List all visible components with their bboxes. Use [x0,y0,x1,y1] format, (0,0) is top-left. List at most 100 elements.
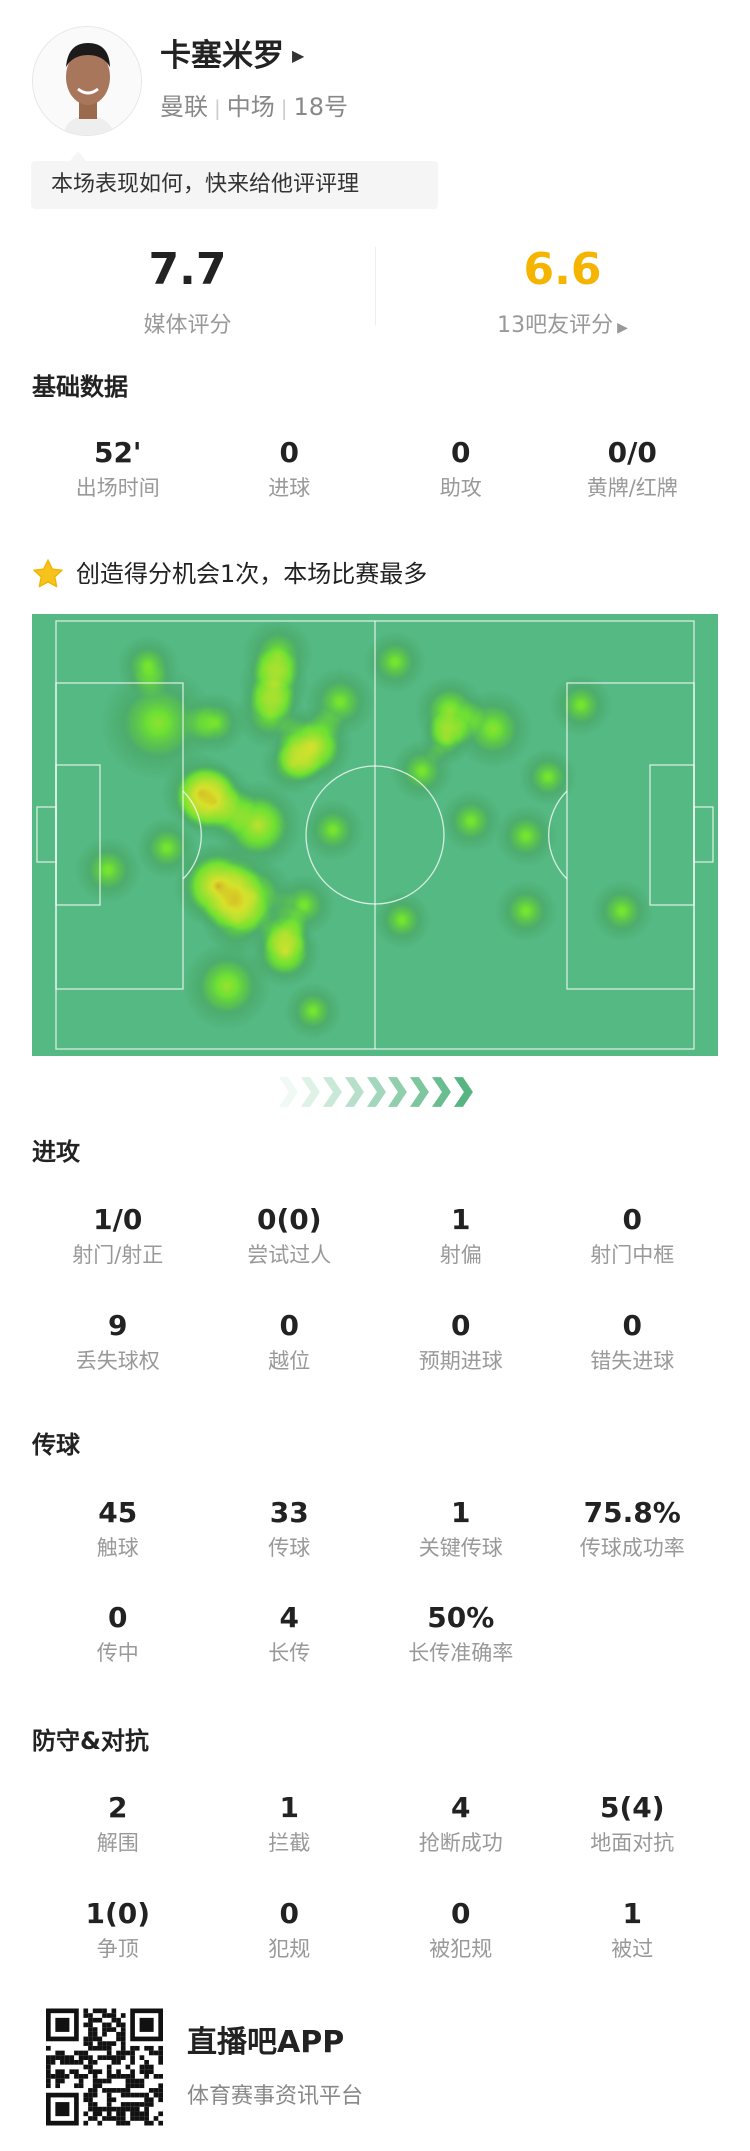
defense-stat: 1 拦截 [204,1791,376,1857]
stat-label: 犯规 [268,1937,311,1961]
stat-label: 出场时间 [75,476,160,500]
passing-stat: 45 触球 [32,1496,204,1562]
basic-stat: 0 助攻 [375,436,547,502]
stat-value: 4 [451,1791,471,1824]
attack-stat: 1 射偏 [375,1203,547,1269]
player-name-link[interactable]: 卡塞米罗 ▶ [160,36,304,76]
stat-value: 0(0) [256,1203,322,1236]
defense-stat: 4 抢断成功 [375,1791,547,1857]
right-penalty-arc [548,790,568,880]
stat-label: 抢断成功 [418,1831,503,1855]
stat-label: 错失进球 [590,1349,675,1373]
rating-divider [375,247,376,325]
left-penalty-arc [182,790,202,880]
stat-label: 地面对抗 [590,1831,675,1855]
highlight: 创造得分机会1次，本场比赛最多 [32,558,427,590]
stat-label: 长传准确率 [408,1641,514,1665]
player-avatar[interactable] [32,26,142,136]
passing-title: 传球 [32,1431,80,1459]
passing-stat: 1 关键传球 [375,1496,547,1562]
media-rating-value: 7.7 [148,244,227,295]
fan-rating-value: 6.6 [523,244,602,295]
defense-stat: 2 解围 [32,1791,204,1857]
left-goal [36,806,57,863]
fan-rating-label: 13吧友评分 [497,313,614,338]
passing-stat: 0 传中 [32,1601,204,1667]
stat-value: 50% [427,1601,495,1634]
player-photo [33,27,141,135]
play-arrow-icon: ▶ [617,320,628,336]
defense-stats: 2 解围 1 拦截 4 抢断成功 5(4) 地面对抗 1(0) 争顶 0 犯规 0 被犯规 1 被过 [32,1791,718,1963]
basic-stats: 52' 出场时间 0 进球 0 助攻 0/0 黄牌/红牌 [32,436,718,502]
rate-prompt[interactable]: 本场表现如何，快来给他评评理 [31,161,438,209]
passing-stat: 50% 长传准确率 [375,1601,547,1667]
stat-value: 9 [108,1309,128,1342]
stat-label: 射偏 [439,1243,482,1267]
stat-label: 关键传球 [418,1536,503,1560]
left-penalty-box [55,682,184,990]
stat-label: 尝试过人 [247,1243,332,1267]
chevron-right-icon [454,1077,474,1107]
highlight-text: 创造得分机会1次，本场比赛最多 [76,560,428,588]
app-name: 直播吧APP [187,2025,345,2060]
stat-label: 越位 [268,1349,311,1373]
stat-value: 2 [108,1791,128,1824]
attack-stat: 9 丢失球权 [32,1309,204,1375]
heatmap-pitch [32,614,718,1056]
stat-value: 0 [451,436,471,469]
stat-label: 传球成功率 [579,1536,685,1560]
stat-label: 进球 [268,476,311,500]
fan-rating[interactable]: 6.6 13吧友评分 ▶ [375,245,750,343]
qr-code[interactable] [46,2008,163,2126]
stat-value: 0 [451,1897,471,1930]
stat-label: 长传 [268,1641,311,1665]
defense-stat: 0 被犯规 [375,1897,547,1963]
attack-stat: 0 错失进球 [547,1309,719,1375]
media-rating-label: 媒体评分 [143,313,232,338]
stat-value: 1 [279,1791,299,1824]
passing-stats: 45 触球 33 传球 1 关键传球 75.8% 传球成功率 0 传中 4 长传 50% 长传准确率 [32,1496,718,1667]
stat-value: 0 [279,1309,299,1342]
chevron-right-icon [300,1077,320,1107]
pitch-lines [36,620,714,1050]
defense-stat: 1 被过 [547,1897,719,1963]
attack-title: 进攻 [32,1138,80,1166]
stat-value: 75.8% [583,1496,681,1529]
stat-label: 预期进球 [418,1349,503,1373]
basic-stat: 0/0 黄牌/红牌 [547,436,719,502]
stat-value: 0 [279,436,299,469]
left-goal-area [55,764,101,906]
player-info: 曼联 | 中场 | 18号 [160,93,349,121]
attack-stat: 0 射门中框 [547,1203,719,1269]
stat-value: 1 [622,1897,642,1930]
stat-value: 52' [93,436,142,469]
chevron-right-icon [278,1077,298,1107]
stat-value: 5(4) [599,1791,665,1824]
defense-title: 防守&对抗 [32,1727,149,1755]
stat-label: 触球 [96,1536,139,1560]
stat-value: 0 [622,1309,642,1342]
stat-label: 丢失球权 [75,1349,160,1373]
defense-stat: 5(4) 地面对抗 [547,1791,719,1857]
attack-stat: 0 预期进球 [375,1309,547,1375]
basic-title: 基础数据 [32,373,128,401]
attack-stats: 1/0 射门/射正 0(0) 尝试过人 1 射偏 0 射门中框 9 丢失球权 0 越位 0 预期进球 0 错失… [32,1203,718,1375]
stat-value: 1(0) [85,1897,151,1930]
play-arrow-icon: ▶ [292,46,305,65]
stat-value: 1 [451,1496,471,1529]
chevron-right-icon [432,1077,452,1107]
stat-value: 0 [279,1897,299,1930]
right-goal-area [649,764,695,906]
chevron-right-icon [344,1077,364,1107]
attack-stat: 0(0) 尝试过人 [204,1203,376,1269]
star-icon [33,559,63,588]
stat-label: 争顶 [96,1937,139,1961]
stat-value: 0 [622,1203,642,1236]
attack-stat: 0 越位 [204,1309,376,1375]
passing-stat: 33 传球 [204,1496,376,1562]
app-tagline: 体育赛事资讯平台 [187,2084,364,2109]
stat-value: 45 [98,1496,138,1529]
stat-label: 传中 [96,1641,139,1665]
stat-value: 0 [451,1309,471,1342]
chevron-right-icon [410,1077,430,1107]
